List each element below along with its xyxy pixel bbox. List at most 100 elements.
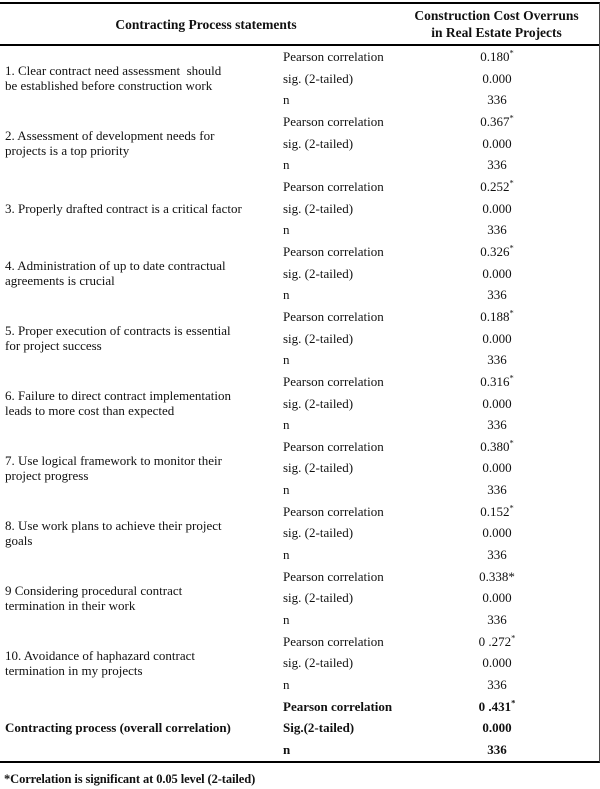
sig-2tailed-label: sig. (2-tailed)	[283, 70, 354, 86]
sig-value: 0.000	[482, 135, 512, 151]
pearson-correlation-label: Pearson correlation	[283, 503, 384, 519]
statement-cell: 4. Administration of up to date contract…	[5, 257, 226, 289]
statement-cell: 3. Properly drafted contract is a critic…	[5, 200, 242, 216]
measure-label-column: Pearson correlation sig. (2-tailed) n	[283, 501, 423, 566]
n-label: n	[283, 352, 290, 368]
table-row: Contracting process (overall correlation…	[0, 696, 599, 761]
measure-label-column: Pearson correlation sig. (2-tailed) n	[283, 46, 423, 111]
pearson-correlation-label: Pearson correlation	[283, 568, 384, 584]
significance-star-superscript: *	[509, 502, 514, 513]
statement-cell: 7. Use logical framework to monitor thei…	[5, 452, 222, 484]
n-label: n	[283, 547, 290, 563]
sig-2tailed-label: sig. (2-tailed)	[283, 590, 354, 606]
sig-value: 0.000	[482, 525, 512, 541]
table-body: 1. Clear contract need assessment should…	[0, 46, 599, 761]
n-label: n	[283, 222, 290, 238]
sig-value: 0.000	[482, 720, 512, 736]
table-row: 4. Administration of up to date contract…	[0, 241, 599, 306]
pearson-value: 0 .431*	[423, 696, 571, 718]
value-column: 0.152* 0.000 336	[423, 501, 571, 566]
significance-star-superscript: *	[511, 697, 516, 708]
pearson-correlation-label: Pearson correlation	[283, 698, 393, 714]
pearson-value: 0.252*	[423, 176, 571, 198]
measure-label-column: Pearson correlation sig. (2-tailed) n	[283, 566, 423, 631]
pearson-correlation-label: Pearson correlation	[283, 178, 384, 194]
significance-star-inline: *	[508, 568, 515, 584]
pearson-value-number: 0.367	[480, 113, 510, 129]
significance-star-superscript: *	[509, 47, 514, 58]
n-label: n	[283, 677, 290, 693]
pearson-value-number: 0.380	[480, 438, 510, 454]
n-label: n	[283, 482, 290, 498]
value-column: 0.180* 0.000 336	[423, 46, 571, 111]
value-column: 0.380* 0.000 336	[423, 436, 571, 501]
measure-label-column: Pearson correlation Sig.(2-tailed) n	[283, 696, 423, 761]
measure-label-column: Pearson correlation sig. (2-tailed) n	[283, 176, 423, 241]
pearson-value: 0.188*	[423, 306, 571, 328]
n-value: 336	[487, 742, 507, 757]
n-value: 336	[487, 677, 507, 693]
value-column: 0 .431* 0.000 336	[423, 696, 571, 761]
n-label: n	[283, 92, 290, 108]
pearson-value: 0.316*	[423, 371, 571, 393]
sig-2tailed-label: sig. (2-tailed)	[283, 330, 354, 346]
n-label: n	[283, 157, 290, 173]
value-column: 0.316* 0.000 336	[423, 371, 571, 436]
n-value: 336	[487, 352, 507, 368]
n-value: 336	[487, 547, 507, 563]
significance-footnote: *Correlation is significant at 0.05 leve…	[4, 771, 256, 786]
sig-value: 0.000	[482, 265, 512, 281]
table-row: 1. Clear contract need assessment should…	[0, 46, 599, 111]
significance-star-superscript: *	[509, 372, 514, 383]
measure-label-column: Pearson correlation sig. (2-tailed) n	[283, 111, 423, 176]
value-column: 0.188* 0.000 336	[423, 306, 571, 371]
sig-value: 0.000	[482, 590, 512, 606]
n-value: 336	[487, 287, 507, 303]
value-column: 0.367* 0.000 336	[423, 111, 571, 176]
sig-value: 0.000	[482, 200, 512, 216]
sig-value: 0.000	[482, 70, 512, 86]
sig-2tailed-label: sig. (2-tailed)	[283, 265, 354, 281]
table-row: 7. Use logical framework to monitor thei…	[0, 436, 599, 501]
pearson-value: 0.380*	[423, 436, 571, 458]
n-label: n	[283, 612, 290, 628]
pearson-value-number: 0.316	[480, 373, 510, 389]
pearson-correlation-label: Pearson correlation	[283, 243, 384, 259]
pearson-value-number: 0.180	[480, 49, 510, 64]
pearson-value-number: 0.188	[480, 308, 510, 324]
significance-star-superscript: *	[509, 307, 514, 318]
n-value: 336	[487, 157, 507, 173]
sig-2tailed-label: sig. (2-tailed)	[283, 200, 354, 216]
measure-label-column: Pearson correlation sig. (2-tailed) n	[283, 241, 423, 306]
sig-2tailed-label: Sig.(2-tailed)	[283, 720, 355, 736]
significance-star-superscript: *	[511, 632, 516, 643]
pearson-correlation-label: Pearson correlation	[283, 49, 384, 64]
table-row: 2. Assessment of development needs for p…	[0, 111, 599, 176]
n-value: 336	[487, 92, 507, 108]
pearson-value: 0.367*	[423, 111, 571, 133]
sig-2tailed-label: sig. (2-tailed)	[283, 135, 354, 151]
statement-cell: 5. Proper execution of contracts is esse…	[5, 322, 231, 354]
pearson-correlation-label: Pearson correlation	[283, 113, 384, 129]
statement-cell: 2. Assessment of development needs for p…	[5, 127, 215, 159]
pearson-value-number: 0.252	[480, 178, 510, 194]
sig-value: 0.000	[482, 655, 512, 671]
pearson-value-number: 0.326	[480, 243, 510, 259]
measure-label-column: Pearson correlation sig. (2-tailed) n	[283, 436, 423, 501]
pearson-correlation-label: Pearson correlation	[283, 438, 384, 454]
table-row: 10. Avoidance of haphazard contract term…	[0, 631, 599, 696]
significance-star-superscript: *	[509, 437, 514, 448]
value-column: 0.338* 0.000 336	[423, 566, 571, 631]
table-row: 9 Considering procedural contract termin…	[0, 566, 599, 631]
significance-star-superscript: *	[509, 242, 514, 253]
pearson-value-number: 0.338	[479, 568, 509, 584]
table-row: 3. Properly drafted contract is a critic…	[0, 176, 599, 241]
sig-2tailed-label: sig. (2-tailed)	[283, 460, 354, 476]
pearson-value: 0.180*	[423, 46, 571, 68]
n-value: 336	[487, 482, 507, 498]
statement-cell: 8. Use work plans to achieve their proje…	[5, 517, 222, 549]
pearson-correlation-label: Pearson correlation	[283, 308, 384, 324]
sig-value: 0.000	[482, 460, 512, 476]
sig-2tailed-label: sig. (2-tailed)	[283, 395, 354, 411]
